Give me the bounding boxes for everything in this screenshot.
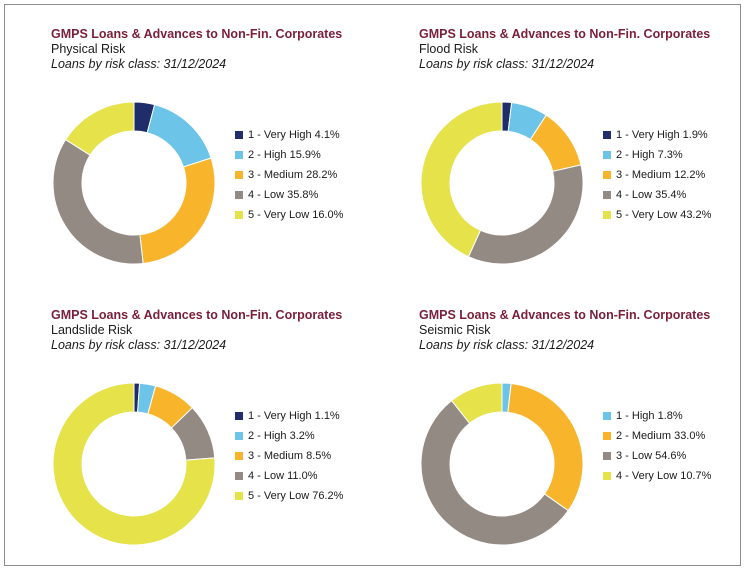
legend-swatch xyxy=(235,492,243,500)
chart-frame: GMPS Loans & Advances to Non-Fin. Corpor… xyxy=(4,4,741,566)
legend-label: 4 - Very Low 10.7% xyxy=(616,470,712,482)
chart-date-label: Loans by risk class: 31/12/2024 xyxy=(51,57,227,71)
chart-subtitle: Physical Risk xyxy=(51,42,126,56)
chart-subtitle: Seismic Risk xyxy=(419,323,491,337)
donut-slice-2-high xyxy=(146,104,212,168)
legend-label: 4 - Low 35.8% xyxy=(248,189,319,201)
legend-label: 5 - Very Low 16.0% xyxy=(248,209,344,221)
legend-label: 1 - Very High 4.1% xyxy=(248,129,340,141)
legend-swatch xyxy=(603,171,611,179)
landslide-risk-panel: GMPS Loans & Advances to Non-Fin. Corpor… xyxy=(51,308,411,578)
seismic-risk-panel: GMPS Loans & Advances to Non-Fin. Corpor… xyxy=(419,308,747,578)
legend-swatch xyxy=(235,412,243,420)
donut-chart xyxy=(420,101,584,265)
legend-swatch xyxy=(235,151,243,159)
donut-slice-3-medium xyxy=(139,157,216,265)
legend-label: 1 - High 1.8% xyxy=(616,410,683,422)
legend-swatch xyxy=(235,472,243,480)
donut-slice-5-very-low xyxy=(420,101,503,258)
legend-swatch xyxy=(235,211,243,219)
donut-slice-5-very-low xyxy=(64,101,135,156)
legend-label: 2 - High 3.2% xyxy=(248,430,315,442)
chart-date-label: Loans by risk class: 31/12/2024 xyxy=(419,338,595,352)
legend-swatch xyxy=(235,131,243,139)
legend-label: 2 - High 15.9% xyxy=(248,149,321,161)
legend-swatch xyxy=(603,211,611,219)
legend-swatch xyxy=(603,432,611,440)
legend-label: 2 - High 7.3% xyxy=(616,149,683,161)
donut-slice-3-low xyxy=(420,399,569,546)
legend-label: 1 - Very High 1.1% xyxy=(248,410,340,422)
donut-slice-4-low xyxy=(52,138,144,265)
legend-label: 4 - Low 11.0% xyxy=(248,470,318,482)
legend-swatch xyxy=(603,131,611,139)
legend-label: 3 - Medium 28.2% xyxy=(248,169,338,181)
legend-label: 5 - Very Low 76.2% xyxy=(248,490,344,502)
legend-label: 3 - Medium 8.5% xyxy=(248,450,332,462)
donut-slice-4-low xyxy=(467,164,584,265)
legend-label: 5 - Very Low 43.2% xyxy=(616,209,712,221)
legend-label: 3 - Low 54.6% xyxy=(616,450,687,462)
chart-date-label: Loans by risk class: 31/12/2024 xyxy=(51,338,227,352)
legend-swatch xyxy=(235,191,243,199)
chart-title: GMPS Loans & Advances to Non-Fin. Corpor… xyxy=(419,308,711,322)
donut-chart xyxy=(52,382,216,546)
chart-title: GMPS Loans & Advances to Non-Fin. Corpor… xyxy=(51,27,343,41)
donut-slice-2-medium xyxy=(507,382,584,512)
legend-swatch xyxy=(603,452,611,460)
legend-swatch xyxy=(235,432,243,440)
legend-swatch xyxy=(603,151,611,159)
legend-label: 2 - Medium 33.0% xyxy=(616,430,706,442)
legend-swatch xyxy=(603,412,611,420)
chart-subtitle: Flood Risk xyxy=(419,42,479,56)
physical-risk-panel: GMPS Loans & Advances to Non-Fin. Corpor… xyxy=(51,27,411,297)
legend-swatch xyxy=(603,472,611,480)
legend-swatch xyxy=(235,171,243,179)
chart-date-label: Loans by risk class: 31/12/2024 xyxy=(419,57,595,71)
chart-title: GMPS Loans & Advances to Non-Fin. Corpor… xyxy=(419,27,711,41)
legend-label: 1 - Very High 1.9% xyxy=(616,129,708,141)
donut-chart xyxy=(52,101,216,265)
legend-label: 3 - Medium 12.2% xyxy=(616,169,706,181)
donut-chart xyxy=(420,382,584,546)
legend-swatch xyxy=(235,452,243,460)
flood-risk-panel: GMPS Loans & Advances to Non-Fin. Corpor… xyxy=(419,27,747,297)
legend-swatch xyxy=(603,191,611,199)
donut-slice-5-very-low xyxy=(52,382,216,546)
chart-title: GMPS Loans & Advances to Non-Fin. Corpor… xyxy=(51,308,343,322)
chart-subtitle: Landslide Risk xyxy=(51,323,133,337)
legend-label: 4 - Low 35.4% xyxy=(616,189,687,201)
donut-slice-4-very-low xyxy=(450,382,503,424)
